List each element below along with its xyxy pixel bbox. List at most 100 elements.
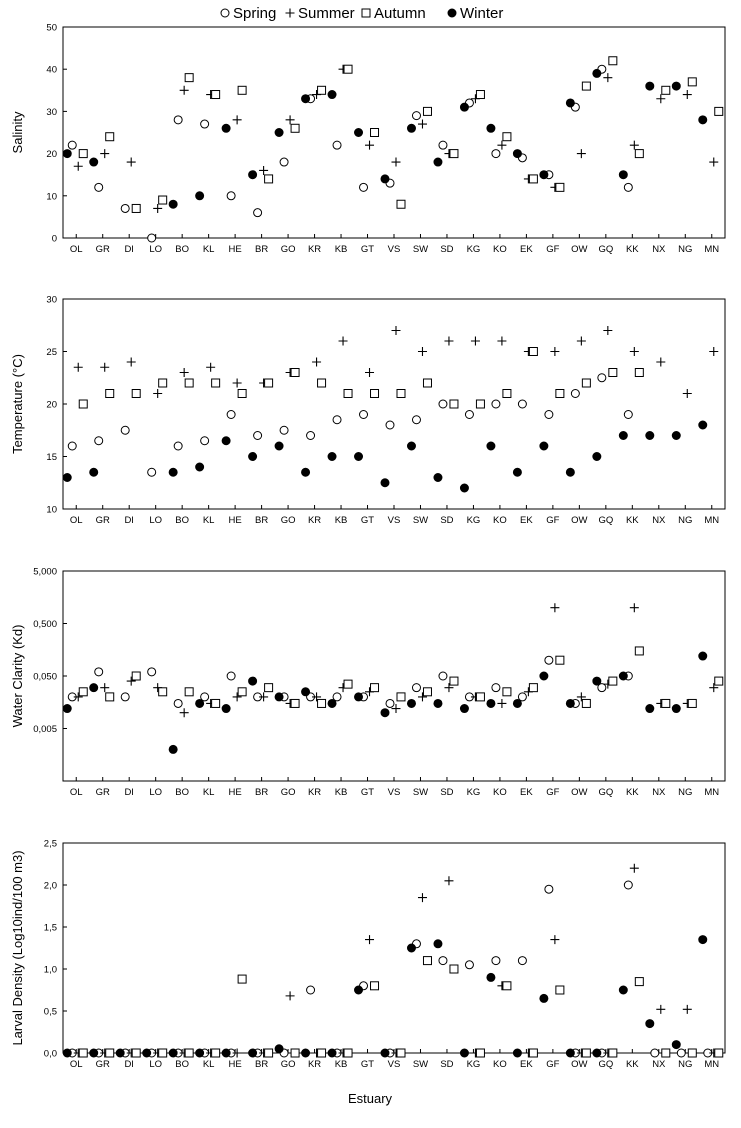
point-autumn-ko [502,687,512,697]
point-autumn-br [264,378,274,388]
point-autumn-nx [661,85,671,95]
point-winter-ko [486,698,496,708]
point-autumn-kb [343,1048,353,1058]
point-autumn-gr [105,389,115,398]
x-tick-label: SW [413,515,428,526]
x-tick-label: NG [678,1059,692,1070]
point-autumn-sw [422,106,432,116]
point-autumn-ol [78,149,88,159]
point-spring-kg [464,410,474,419]
x-tick-label: GQ [598,1059,613,1070]
x-tick-label: SW [413,787,428,798]
point-winter-br [248,452,258,461]
point-autumn-br [264,1048,274,1058]
x-tick-label: LO [149,244,162,255]
x-tick-label: KG [467,1059,481,1070]
point-winter-sd [433,939,443,949]
point-spring-kl [200,692,210,702]
point-spring-he [226,671,236,681]
y-tick-label: 5,000 [33,567,57,578]
point-winter-kl [195,191,205,201]
data-points [62,326,719,493]
plot-frame [62,842,726,1054]
point-summer-di [126,676,136,686]
point-winter-gq [592,68,602,78]
x-tick-label: KB [335,244,348,255]
point-winter-kk [618,170,628,180]
point-spring-di [120,692,130,702]
point-autumn-kr [317,85,327,95]
point-autumn-di [131,389,141,398]
y-tick-label: 50 [46,23,57,34]
point-winter-gr [89,1048,99,1058]
point-winter-go [274,441,284,451]
x-tick-label: OW [571,515,587,526]
point-summer-he [232,378,242,388]
y-tick-label: 10 [46,505,57,516]
point-winter-nx [645,81,655,91]
point-summer-ow [576,692,586,702]
x-tick-label: KR [308,1059,321,1070]
point-spring-bo [173,698,183,708]
x-tick-label: GT [361,787,374,798]
point-winter-kr [301,467,311,477]
point-summer-he [232,1048,242,1058]
point-winter-kb [327,1048,337,1058]
legend-label: Winter [460,5,503,22]
point-summer-ng [682,1004,692,1014]
point-summer-vs [391,704,401,714]
point-summer-kg [470,336,480,346]
x-tick-label: OL [70,515,83,526]
point-autumn-ow [581,378,591,388]
point-spring-ol [67,140,77,150]
point-summer-kl [206,362,216,372]
x-tick-label: GO [281,515,296,526]
point-autumn-kg [475,90,485,100]
point-spring-ek [517,956,527,966]
point-autumn-sw [422,956,432,966]
point-spring-gf [544,655,554,665]
point-winter-lo [142,1048,152,1058]
point-autumn-vs [396,692,406,702]
point-autumn-kr [317,1048,327,1058]
point-summer-gf [550,935,560,945]
point-summer-vs [391,326,401,335]
x-tick-label: EK [520,787,533,798]
point-winter-ng [671,1040,681,1050]
x-tick-label: SD [440,515,453,526]
point-autumn-mn [714,106,724,116]
point-winter-br [248,170,258,180]
point-winter-ol [62,473,72,482]
point-autumn-mn [714,676,724,686]
y-tick-label: 0,005 [33,724,57,735]
point-autumn-bo [184,687,194,697]
x-tick-label: NX [652,515,666,526]
point-autumn-gf [555,655,565,665]
point-spring-vs [385,698,395,708]
point-summer-di [126,357,136,367]
point-winter-ng [671,704,681,714]
point-summer-ow [576,149,586,159]
point-spring-kb [332,415,342,425]
x-tick-label: GT [361,1059,374,1070]
point-autumn-vs [396,199,406,209]
point-spring-gr [94,182,104,192]
x-tick-label: BO [175,515,189,526]
point-summer-kk [629,603,639,613]
point-summer-sw [417,692,427,702]
point-summer-kk [629,140,639,150]
point-summer-kr [312,692,322,702]
x-tick-label: KL [203,787,215,798]
x-tick-label: KL [203,515,215,526]
point-autumn-gq [608,676,618,686]
point-autumn-sd [449,399,459,409]
x-tick-label: NX [652,1059,666,1070]
point-summer-go [285,115,295,125]
x-tick-label: NG [678,515,692,526]
point-spring-ko [491,683,501,693]
point-winter-go [274,692,284,702]
point-autumn-go [290,368,300,377]
point-summer-sd [444,336,454,346]
point-winter-ek [512,1048,522,1058]
point-winter-ko [486,972,496,982]
